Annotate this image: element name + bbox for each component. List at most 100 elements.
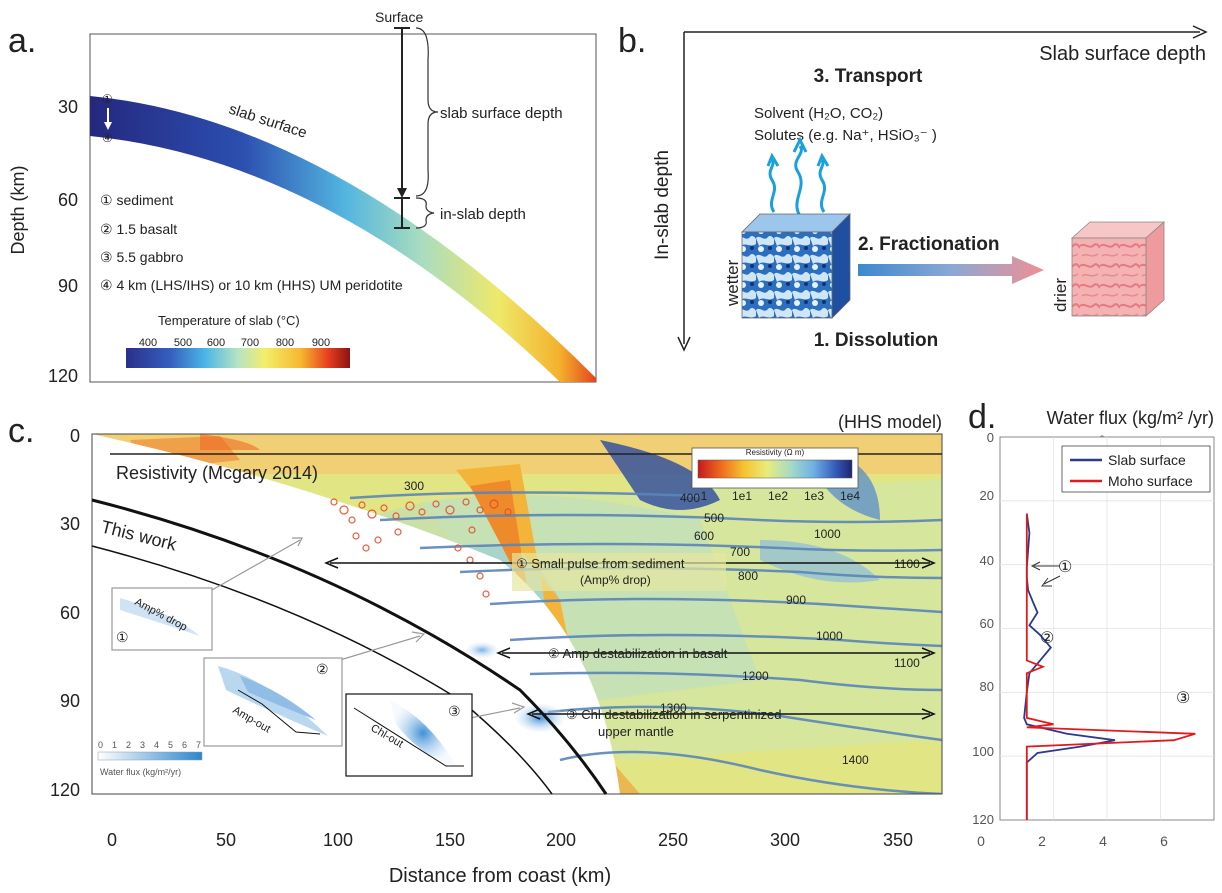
inset-1-number: ① [116,629,129,645]
panel-b-label: b. [618,22,646,60]
panel-d: d. Water flux (kg/m² /yr) 2 0 20 40 60 8… [968,398,1215,849]
in-slab-depth-label: in-slab depth [440,206,526,223]
isotherm-1300: 1300 [660,701,687,715]
isotherm-500: 500 [704,511,724,525]
transport-arrowhead-right [816,152,830,167]
temperature-colorbar-title: Temperature of slab (°C) [158,313,300,328]
temperature-tick-700: 700 [241,337,259,349]
panel-a: a. Depth (km) 30 60 90 120 ① ④ slab surf… [8,9,597,386]
temperature-tick-500: 500 [174,337,192,349]
panel-c-y-tick-0: 0 [70,426,80,446]
panel-c-y-tick-60: 60 [60,603,80,623]
hhs-model-label: (HHS model) [838,412,942,432]
panel-c-x-tick-300: 300 [770,830,800,850]
panel-d-marker-3: ③ [1176,690,1190,707]
transport-arrow-middle [794,145,803,217]
isotherm-300: 300 [404,479,424,493]
annotation-1-text: ① Small pulse from sediment [516,556,685,571]
isotherm-1100: 1100 [894,656,920,670]
panel-a-marker-top: ① [102,92,113,106]
legend-peridotite: ④ 4 km (LHS/IHS) or 10 km (HHS) UM perid… [100,277,403,293]
flux-tick-5: 5 [168,740,173,750]
panel-d-marker-1: ① [1058,559,1072,576]
resistivity-tick-1: 1 [701,489,708,503]
panel-c-y-ticks: 0 30 60 90 120 [50,426,80,800]
legend-slab-label: Slab surface [1108,452,1186,468]
surface-label: Surface [375,9,423,25]
panel-c-y-tick-30: 30 [60,514,80,534]
inset-1: Amp% drop ① [111,587,213,651]
wetter-label: wetter [723,259,742,307]
resistivity-colorbar-title: Resistivity (Ω m) [746,448,805,457]
temperature-tick-900: 900 [312,337,330,349]
panel-d-y-tick-100: 100 [972,744,994,759]
temperature-tick-600: 600 [207,337,225,349]
panel-d-x-tick-0: 0 [977,833,985,849]
panel-a-y-tick-120: 120 [48,366,78,386]
resistivity-tick-1e4: 1e4 [840,489,860,503]
legend-basalt: ② 1.5 basalt [100,221,177,237]
panel-d-marker-2: ② [1040,630,1054,647]
temperature-tick-800: 800 [276,337,294,349]
slab-temperature-band [90,96,596,382]
panel-d-y-tick-0: 0 [987,430,994,445]
inset-3: Chl-out ③ [345,693,473,777]
panel-d-y-tick-40: 40 [980,553,994,568]
panel-d-label: d. [968,398,996,436]
isotherm-lines [349,491,942,794]
panel-c: c. (HHS model) [8,412,943,887]
inset-3-number: ③ [448,703,461,719]
flux-tick-0: 0 [98,740,103,750]
resistivity-tick-1e3: 1e3 [804,489,824,503]
annotation-2-arrowhead-left [496,647,511,659]
panel-a-y-tick-90: 90 [58,276,78,296]
annotation-3b-text: upper mantle [598,724,674,739]
isotherm-1200: 1200 [742,669,769,683]
panel-d-x-tick-6: 6 [1160,833,1168,849]
panel-d-y-tick-20: 20 [980,488,994,503]
slab-surface-depth-brace [415,27,439,197]
panel-c-y-tick-120: 120 [50,780,80,800]
flux-tick-3: 3 [140,740,145,750]
panel-b-y-arrowhead [677,336,691,352]
drier-label: drier [1051,278,1070,312]
panel-c-x-tick-50: 50 [216,830,236,850]
panel-d-x-ticks: 0 2 4 6 [977,833,1168,849]
fractionation-label: 2. Fractionation [858,234,999,255]
panel-d-y-tick-60: 60 [980,616,994,631]
panel-d-y-tick-120: 120 [972,812,994,827]
flux-tick-2: 2 [126,740,131,750]
panel-d-x-tick-2: 2 [1038,833,1046,849]
annotation-3-text: ③ Chl destabilization in serpentinized [566,707,781,722]
panel-c-x-tick-350: 350 [883,830,913,850]
water-flux-colorbar: 0 1 2 3 4 5 6 7 Water flux (kg/m²/yr) [97,740,203,777]
isotherm-700: 700 [730,545,750,559]
panel-a-white-arrowhead [104,122,112,130]
panel-c-x-tick-100: 100 [323,830,353,850]
annotation-1b-text: (Amp% drop) [580,573,651,587]
flux-tick-4: 4 [154,740,159,750]
panel-d-series [1023,513,1196,820]
resistivity-tick-1e1: 1e1 [732,489,752,503]
seismicity-dots [330,498,512,598]
isotherm-1100-top: 1100 [894,557,920,571]
inset-connectors [211,537,526,719]
panel-d-y-tick-80: 80 [980,679,994,694]
legend-moho-label: Moho surface [1108,473,1193,489]
panel-b-x-axis-label: Slab surface depth [1039,43,1206,65]
isotherm-900: 900 [786,593,806,607]
panel-c-x-ticks: 0 50 100 150 200 250 300 350 [107,830,913,850]
panel-b-x-arrowhead [1192,25,1208,39]
annotation-3-arrowhead-right [921,708,936,720]
isotherm-1000: 1000 [816,629,843,643]
transport-arrows [766,136,830,217]
dissolution-label: 1. Dissolution [814,330,939,351]
wet-cube [741,213,851,319]
legend-sediment: ① sediment [100,192,173,208]
panel-d-y-ticks: 0 20 40 60 80 100 120 [972,430,994,827]
resistivity-label: Resistivity (Mcgary 2014) [116,463,318,483]
flux-colorbar-title: Water flux (kg/m²/yr) [100,767,181,777]
isotherm-1000-top: 1000 [814,527,841,541]
panel-d-legend: Slab surface Moho surface [1061,445,1211,493]
panel-a-label: a. [8,22,36,60]
